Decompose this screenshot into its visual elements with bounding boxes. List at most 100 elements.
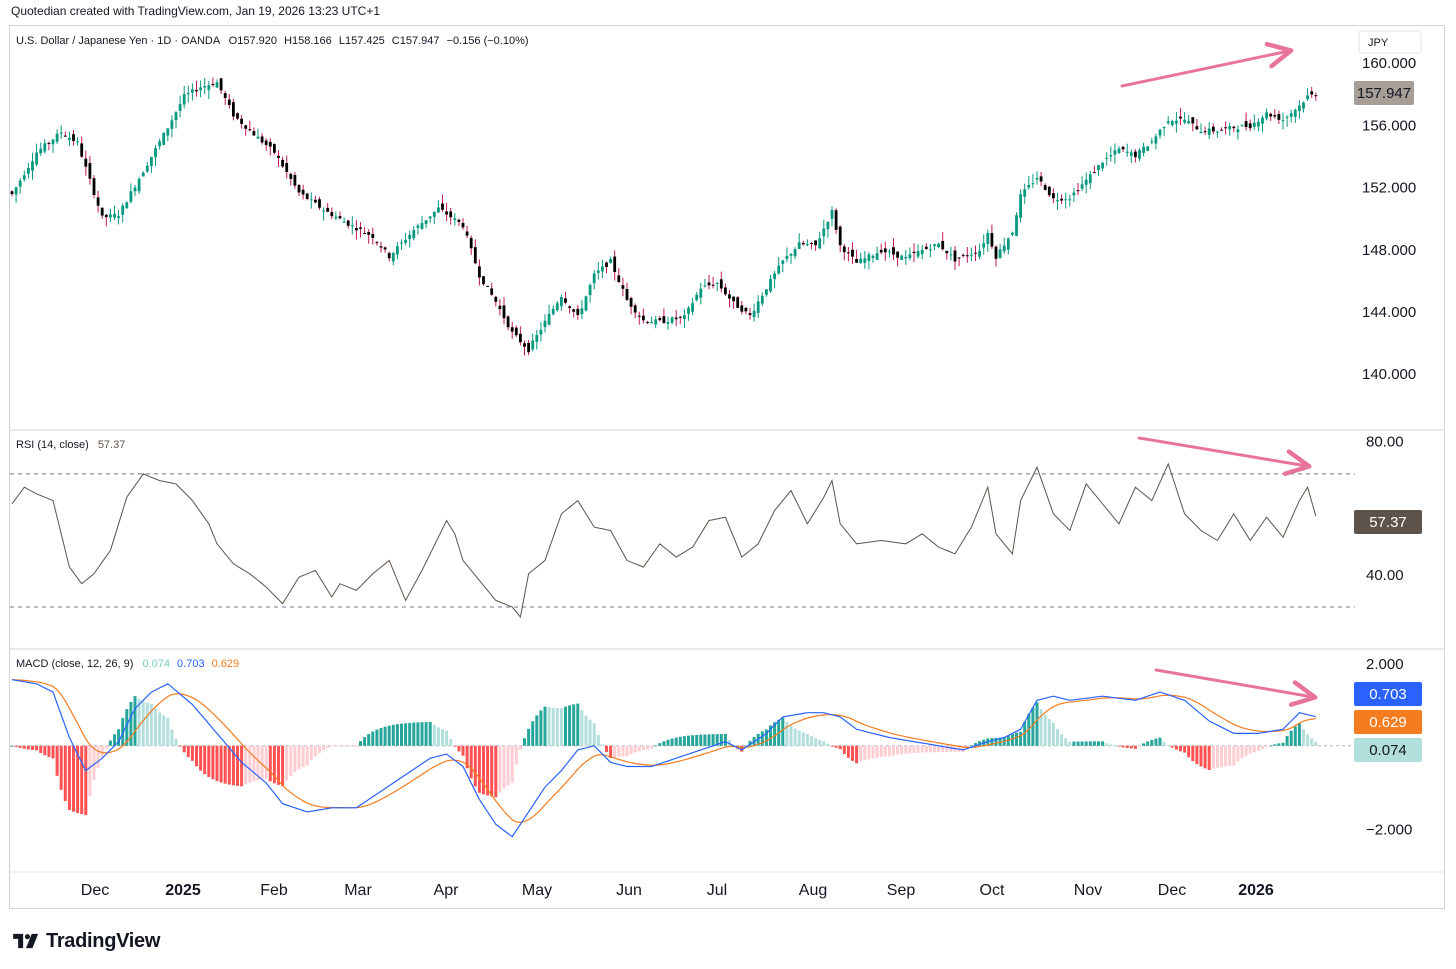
macd-histogram-bar — [596, 734, 600, 746]
macd-histogram-bar — [170, 729, 174, 746]
macd-histogram-bar — [1109, 744, 1113, 746]
candle-body — [756, 301, 760, 313]
macd-histogram-bar — [391, 724, 395, 746]
candle-body — [170, 120, 174, 129]
candle-body — [957, 257, 961, 259]
rsi-axis[interactable]: 80.00 40.00 — [1366, 434, 1404, 584]
candle-body — [1072, 192, 1076, 196]
macd-histogram-bar — [1129, 745, 1133, 749]
macd-histogram-bar — [1097, 741, 1100, 746]
candle-body — [404, 240, 407, 243]
macd-histogram-bar — [162, 715, 166, 746]
candle-body — [683, 315, 686, 319]
candle-body — [375, 242, 379, 244]
macd-histogram-bar — [363, 737, 367, 746]
macd-axis[interactable]: 2.000 −2.000 — [1366, 656, 1412, 838]
chart-caption: Quotedian created with TradingView.com, … — [11, 4, 381, 18]
macd-histogram-bar — [305, 745, 309, 766]
macd-histogram-bar — [338, 745, 342, 747]
macd-histogram-bar — [379, 727, 383, 746]
candle-body — [642, 315, 645, 321]
svg-text:0.703: 0.703 — [1369, 686, 1407, 703]
rsi-legend: RSI (14, close) 57.37 — [16, 439, 125, 451]
candle-body — [314, 199, 317, 203]
macd-histogram-bar — [199, 745, 203, 771]
macd-histogram-bar — [1076, 741, 1080, 746]
candle-body — [1220, 129, 1223, 131]
macd-histogram-bar — [133, 696, 137, 746]
macd-histogram-bar — [654, 745, 658, 747]
macd-histogram-bar — [1236, 745, 1240, 762]
macd-histogram-bar — [26, 745, 30, 750]
macd-histogram-bar — [695, 734, 699, 746]
svg-text:157.947: 157.947 — [1357, 85, 1411, 102]
candle-body — [465, 231, 469, 236]
currency-selector[interactable]: JPY — [1358, 30, 1422, 54]
price-axis[interactable]: 160.000 156.000 152.000 148.000 144.000 140.0… — [1362, 55, 1416, 383]
candle-body — [80, 143, 84, 157]
candle-body — [793, 249, 797, 257]
candle-body — [785, 255, 789, 259]
macd-histogram-bar — [1285, 736, 1289, 746]
macd-histogram-bar — [588, 719, 592, 746]
macd-histogram-bar — [63, 745, 67, 802]
macd-histogram-bar — [769, 725, 772, 746]
candle-body — [96, 197, 100, 206]
macd-histogram-bar — [719, 734, 723, 746]
candle-body — [72, 134, 75, 142]
candle-body — [129, 191, 133, 202]
candle-body — [383, 247, 387, 250]
macd-histogram-bar — [621, 745, 625, 757]
candle-body — [297, 185, 301, 193]
macd-histogram-bar — [564, 706, 567, 746]
time-axis[interactable]: Dec 2025 Feb Mar Apr May Jun Jul Aug Sep Oct Nov Dec… — [81, 882, 1274, 899]
macd-histogram-bar — [990, 738, 994, 746]
macd-histogram-bar — [297, 745, 301, 770]
macd-histogram-bar — [1146, 741, 1150, 746]
macd-histogram-bar — [576, 703, 580, 746]
candle-body — [469, 237, 473, 249]
macd-histogram-bar — [916, 745, 920, 753]
candle-body — [215, 82, 219, 88]
macd-histogram-bar — [580, 710, 584, 746]
candle-body — [539, 329, 543, 335]
candle-body — [100, 207, 104, 216]
macd-histogram-bar — [633, 745, 637, 753]
candle-body — [605, 262, 608, 268]
time-axis-label: Sep — [887, 882, 916, 899]
candle-body — [818, 238, 822, 249]
candle-body — [596, 270, 600, 273]
candle-body — [699, 288, 703, 298]
candle-body — [806, 244, 809, 246]
candle-body — [1191, 117, 1195, 124]
candle-body — [617, 275, 621, 283]
macd-histogram-bar — [190, 745, 194, 761]
candle-body — [1216, 131, 1219, 133]
macd-histogram-bar — [748, 740, 752, 746]
macd-histogram-bar — [609, 745, 613, 758]
candle-body — [1093, 172, 1096, 174]
macd-histogram-bar — [1289, 730, 1293, 746]
candle-body — [937, 243, 940, 248]
candle-body — [838, 226, 842, 246]
macd-histogram-bar — [1248, 745, 1252, 754]
macd-histogram-bar — [1068, 741, 1072, 746]
macd-histogram-bar — [240, 745, 244, 787]
candle-body — [113, 213, 116, 218]
candle-body — [576, 308, 580, 316]
candle-body — [555, 303, 559, 311]
candle-body — [744, 307, 748, 312]
candle-body — [900, 255, 904, 260]
candle-body — [305, 193, 309, 200]
macd-histogram-bar — [182, 745, 186, 753]
candle-body — [350, 225, 354, 227]
macd-histogram-bar — [1023, 721, 1027, 746]
time-axis-label: Nov — [1074, 882, 1102, 899]
macd-histogram-bar — [342, 745, 346, 747]
candle-body — [1154, 136, 1158, 144]
candle-body — [990, 233, 994, 247]
candle-body — [367, 231, 371, 235]
macd-histogram-bar — [404, 723, 408, 746]
candle-body — [773, 273, 776, 280]
